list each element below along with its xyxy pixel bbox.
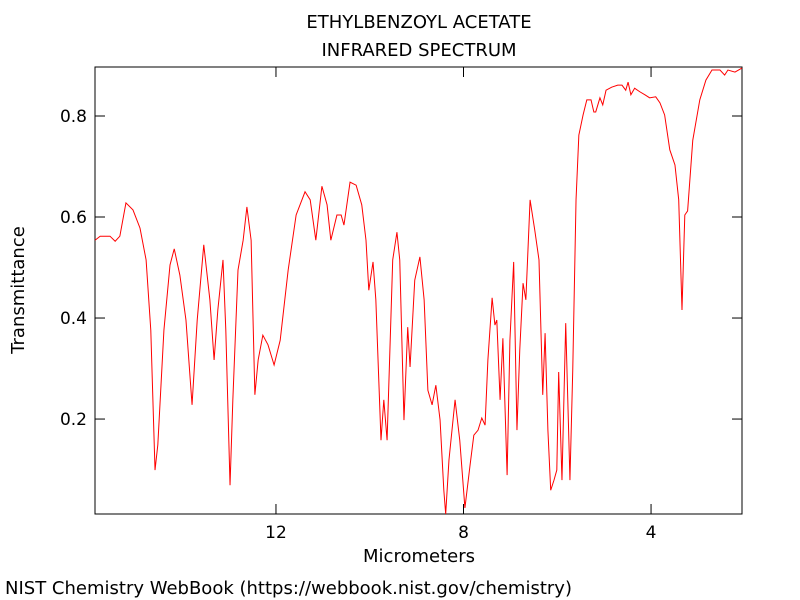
y-axis-label: Transmittance <box>8 226 29 355</box>
x-tick-label: 8 <box>458 523 469 543</box>
x-axis-label: Micrometers <box>363 546 475 567</box>
y-tick-label: 0.2 <box>60 410 87 430</box>
y-tick-label: 0.8 <box>60 107 87 127</box>
chart-title: ETHYLBENZOYL ACETATE <box>306 12 531 33</box>
chart-subtitle: INFRARED SPECTRUM <box>321 40 516 61</box>
plot-frame <box>94 66 743 515</box>
spectrum-line <box>94 67 743 515</box>
x-tick-label: 4 <box>646 523 657 543</box>
x-tick-label: 12 <box>265 523 287 543</box>
source-note: NIST Chemistry WebBook (https://webbook.… <box>5 578 572 599</box>
y-tick-label: 0.4 <box>60 309 87 329</box>
y-tick-label: 0.6 <box>60 208 87 228</box>
